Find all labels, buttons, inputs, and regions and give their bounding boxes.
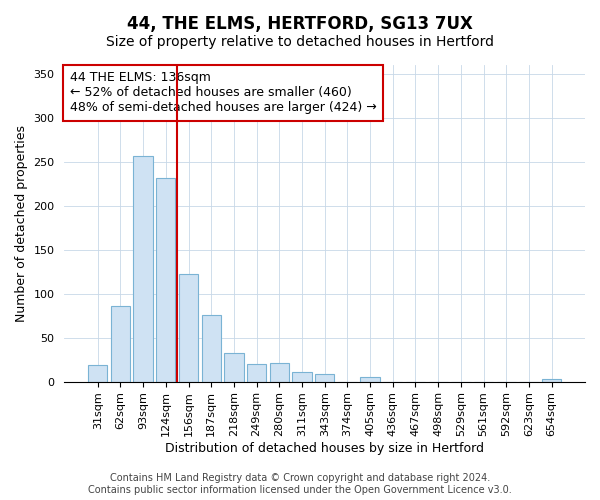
Text: Size of property relative to detached houses in Hertford: Size of property relative to detached ho… xyxy=(106,35,494,49)
Bar xyxy=(269,363,289,382)
Bar xyxy=(179,274,198,382)
Bar xyxy=(247,364,266,382)
X-axis label: Distribution of detached houses by size in Hertford: Distribution of detached houses by size … xyxy=(165,442,484,455)
Bar xyxy=(156,178,175,382)
Bar xyxy=(133,156,153,382)
Bar xyxy=(88,365,107,382)
Bar xyxy=(224,352,244,382)
Bar xyxy=(292,372,311,382)
Bar xyxy=(542,379,562,382)
Text: 44, THE ELMS, HERTFORD, SG13 7UX: 44, THE ELMS, HERTFORD, SG13 7UX xyxy=(127,15,473,33)
Bar xyxy=(111,306,130,382)
Text: 44 THE ELMS: 136sqm
← 52% of detached houses are smaller (460)
48% of semi-detac: 44 THE ELMS: 136sqm ← 52% of detached ho… xyxy=(70,72,376,114)
Y-axis label: Number of detached properties: Number of detached properties xyxy=(15,125,28,322)
Bar xyxy=(361,377,380,382)
Bar xyxy=(315,374,334,382)
Text: Contains HM Land Registry data © Crown copyright and database right 2024.
Contai: Contains HM Land Registry data © Crown c… xyxy=(88,474,512,495)
Bar xyxy=(202,315,221,382)
